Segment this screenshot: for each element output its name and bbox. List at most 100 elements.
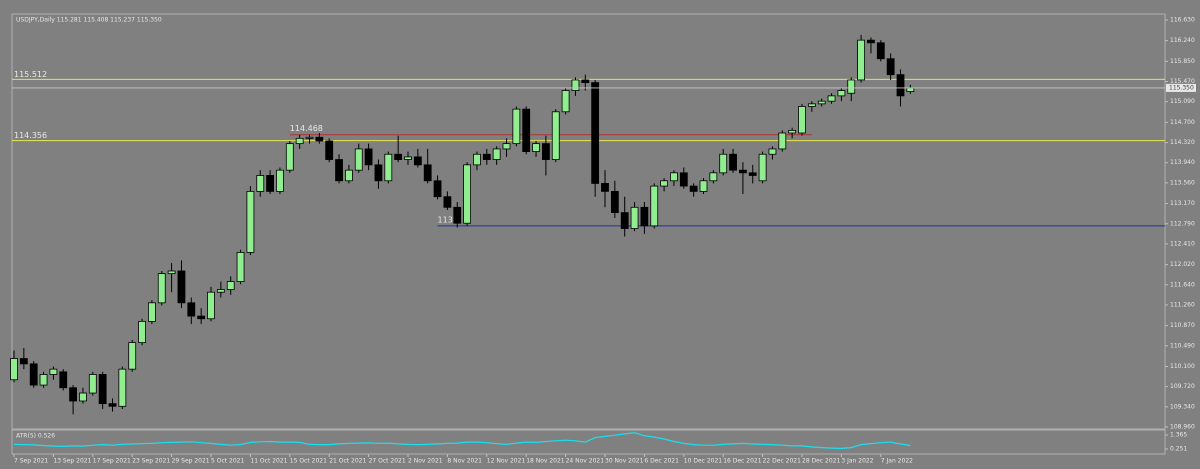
- candle-body: [364, 148, 373, 166]
- candle-body: [522, 108, 531, 152]
- y-tick-label: 111.640: [1170, 281, 1195, 288]
- x-tick-label: 10 Dec 2021: [684, 458, 723, 465]
- trend-label: 114.468: [290, 124, 323, 133]
- y-tick-label: 115.090: [1170, 98, 1195, 105]
- candle-body: [660, 180, 668, 187]
- candle-body: [867, 39, 875, 44]
- candle-body: [847, 79, 856, 94]
- atr-frame: [11, 429, 1166, 455]
- y-tick-label: 114.700: [1170, 119, 1195, 126]
- candle-body: [226, 281, 235, 290]
- y-tick-label: 115.470: [1170, 78, 1195, 85]
- candle-body: [581, 79, 590, 84]
- candle-body: [335, 159, 343, 182]
- candle-body: [906, 87, 915, 92]
- candle-body: [39, 374, 48, 386]
- current-price-box: [1166, 83, 1196, 92]
- candle-body: [197, 315, 206, 320]
- candle-body: [896, 74, 905, 97]
- candle-body: [256, 175, 265, 192]
- x-tick-label: 21 Oct 2021: [329, 458, 366, 465]
- x-tick-label: 2 Nov 2021: [408, 458, 443, 465]
- candle-body: [404, 156, 412, 160]
- candle-body: [807, 103, 816, 107]
- candle-body: [689, 185, 698, 192]
- candle-body: [443, 196, 452, 208]
- candle-body: [473, 153, 481, 166]
- y-tick-label: 113.560: [1170, 179, 1195, 186]
- atr-title: ATR(5) 0.526: [16, 433, 55, 440]
- candle-body: [551, 111, 560, 160]
- candle-body: [739, 169, 747, 174]
- candle-body: [620, 212, 629, 229]
- candle-body: [571, 79, 580, 91]
- candle-body: [532, 143, 540, 152]
- candle-body: [315, 136, 324, 142]
- candle-body: [778, 132, 787, 150]
- candle-body: [886, 58, 895, 76]
- candle-body: [157, 273, 166, 304]
- level-label: 114.356: [14, 131, 47, 140]
- x-tick-label: 8 Nov 2021: [447, 458, 482, 465]
- x-tick-label: 15 Oct 2021: [290, 458, 327, 465]
- candle-body: [640, 206, 649, 227]
- candle-body: [650, 185, 659, 227]
- candle-body: [699, 180, 708, 192]
- candle-body: [276, 169, 284, 192]
- x-tick-label: 3 Jan 2022: [841, 458, 873, 465]
- x-tick-label: 27 Oct 2021: [369, 458, 406, 465]
- candle-body: [10, 358, 18, 381]
- candle-body: [837, 90, 846, 97]
- x-tick-label: 24 Nov 2021: [566, 458, 605, 465]
- y-tick-label: 111.260: [1170, 301, 1195, 308]
- candle-body: [453, 206, 462, 224]
- x-tick-label: 6 Dec 2021: [644, 458, 679, 465]
- x-tick-label: 28 Dec 2021: [802, 458, 841, 465]
- y-tick-label: 113.170: [1170, 200, 1195, 207]
- x-tick-label: 12 Nov 2021: [487, 458, 526, 465]
- y-tick-label: 112.410: [1170, 240, 1195, 247]
- candle-body: [423, 164, 432, 182]
- candle-body: [601, 183, 609, 192]
- y-tick-label: 115.850: [1170, 58, 1195, 65]
- candle-body: [542, 143, 550, 160]
- candle-body: [79, 392, 87, 402]
- x-tick-label: 18 Nov 2021: [526, 458, 565, 465]
- candle-body: [591, 82, 600, 184]
- y-tick-label: 109.340: [1170, 403, 1195, 410]
- x-tick-label: 29 Sep 2021: [172, 458, 210, 465]
- candle-body: [670, 172, 678, 182]
- x-tick-label: 23 Sep 2021: [132, 458, 170, 465]
- candle-body: [266, 175, 275, 192]
- y-tick-label: 116.240: [1170, 37, 1195, 44]
- y-tick-label: 113.940: [1170, 159, 1195, 166]
- candle-body: [798, 106, 806, 134]
- x-tick-label: 7 Jan 2022: [881, 458, 913, 465]
- candle-body: [325, 140, 334, 160]
- y-tick-label: 110.100: [1170, 363, 1195, 370]
- candle-body: [394, 153, 403, 160]
- candle-body: [748, 172, 757, 176]
- y-tick-label: 116.630: [1170, 16, 1195, 23]
- x-tick-label: 11 Oct 2021: [250, 458, 287, 465]
- candle-body: [138, 320, 146, 344]
- x-tick-label: 13 Sep 2021: [53, 458, 91, 465]
- candle-body: [128, 342, 137, 370]
- candle-body: [88, 374, 97, 394]
- candle-body: [295, 137, 304, 145]
- candle-body: [49, 368, 58, 375]
- atr-line: [13, 432, 911, 450]
- candle-body: [433, 180, 442, 198]
- candle-body: [768, 148, 777, 155]
- candle-body: [788, 129, 797, 134]
- candle-body: [817, 100, 826, 105]
- candle-body: [719, 153, 728, 174]
- candle-body: [729, 153, 737, 171]
- candle-body: [118, 368, 127, 407]
- candle-body: [502, 143, 511, 150]
- candle-body: [354, 148, 363, 171]
- x-tick-label: 17 Sep 2021: [93, 458, 131, 465]
- atr-tick-label: 1.365: [1170, 432, 1187, 439]
